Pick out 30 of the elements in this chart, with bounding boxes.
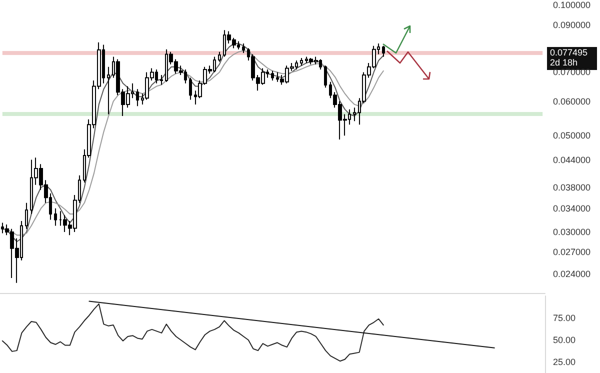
candlestick: [136, 88, 139, 107]
text: 2d 18h: [550, 58, 578, 68]
y-tick-label: 0.034000: [553, 203, 591, 214]
candlestick: [189, 77, 192, 100]
candlestick: [300, 57, 303, 66]
text: 0.077495: [550, 48, 588, 58]
y-tick-label: 0.060000: [553, 96, 591, 106]
candlestick: [218, 51, 221, 62]
y-tick-label: 0.070000: [553, 67, 591, 78]
y-tick-label: 50.00: [553, 335, 576, 345]
candlestick: [25, 202, 28, 230]
y-tick-label: 0.090000: [553, 20, 591, 30]
candlestick: [160, 74, 163, 86]
y-tick-label: 0.100000: [553, 0, 591, 10]
y-tick-label: 0.030000: [553, 226, 591, 237]
candlestick: [54, 208, 57, 226]
line-series: [2, 303, 384, 362]
y-tick-label: 25.00: [553, 357, 576, 367]
candlestick: [353, 107, 356, 122]
y-tick-label: 0.027000: [553, 246, 591, 257]
y-tick-label: 0.044000: [553, 154, 591, 165]
candlestick: [271, 70, 274, 81]
candlestick: [324, 65, 327, 88]
y-tick-label: 75.00: [553, 313, 576, 323]
y-tick-label: 0.024000: [553, 269, 591, 280]
y-tick-label: 0.050000: [553, 130, 591, 141]
candlestick: [382, 45, 385, 58]
candlestick: [107, 66, 110, 115]
candlestick: [242, 43, 245, 54]
y-tick-label: 0.038000: [553, 182, 591, 192]
